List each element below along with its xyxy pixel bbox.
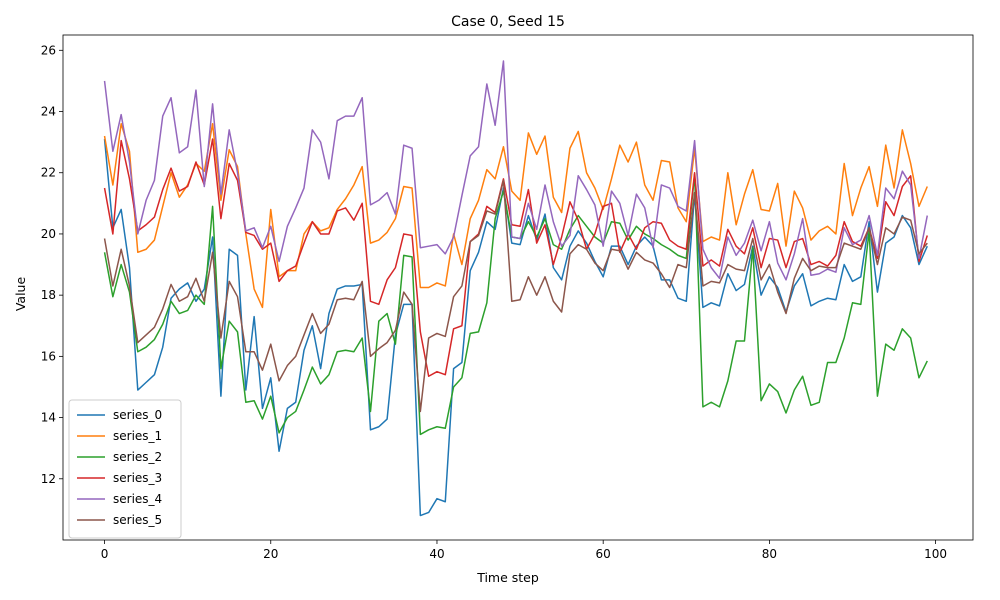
series-line-5 bbox=[103, 179, 928, 413]
legend-label-2: series_2 bbox=[113, 450, 162, 464]
y-axis-label: Value bbox=[13, 277, 28, 312]
y-tick-label: 12 bbox=[41, 472, 56, 486]
plot-area bbox=[62, 34, 974, 541]
legend-label-0: series_0 bbox=[113, 408, 162, 422]
chart-title: Case 0, Seed 15 bbox=[451, 14, 565, 30]
y-tick-label: 14 bbox=[41, 411, 56, 425]
legend-label-1: series_1 bbox=[113, 429, 162, 443]
legend-box bbox=[68, 399, 182, 539]
plot-frame bbox=[62, 34, 974, 541]
x-tick-label: 60 bbox=[596, 547, 611, 561]
y-tick-label: 22 bbox=[41, 166, 56, 180]
x-axis: 0 20 40 60 80 100 bbox=[101, 540, 947, 561]
legend: series_0 series_1 series_2 series_3 series_4… bbox=[68, 399, 182, 539]
x-tick-label: 80 bbox=[762, 547, 777, 561]
y-axis: 12 14 16 18 20 22 24 26 bbox=[41, 43, 63, 486]
y-tick-label: 20 bbox=[41, 227, 56, 241]
x-tick-label: 100 bbox=[924, 547, 947, 561]
y-tick-label: 24 bbox=[41, 105, 56, 119]
series-lines bbox=[103, 60, 929, 517]
legend-label-5: series_5 bbox=[113, 513, 162, 527]
y-tick-label: 16 bbox=[41, 349, 56, 363]
x-tick-label: 0 bbox=[101, 547, 109, 561]
y-tick-label: 18 bbox=[41, 288, 56, 302]
legend-label-3: series_3 bbox=[113, 471, 162, 485]
y-tick-label: 26 bbox=[41, 43, 56, 57]
x-axis-label: Time step bbox=[476, 570, 539, 585]
x-tick-label: 40 bbox=[429, 547, 444, 561]
x-tick-label: 20 bbox=[263, 547, 278, 561]
legend-label-4: series_4 bbox=[113, 492, 162, 506]
series-line-4 bbox=[103, 60, 929, 281]
